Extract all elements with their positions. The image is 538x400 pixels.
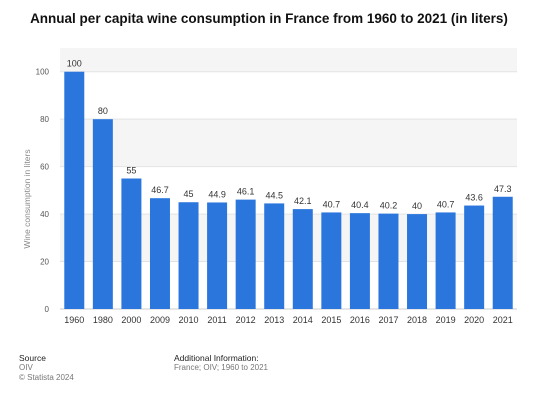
data-label: 47.3	[494, 184, 512, 194]
data-label: 46.1	[237, 187, 255, 197]
x-tick-label: 2014	[293, 315, 313, 325]
y-tick-label: 40	[40, 210, 49, 219]
x-tick-label: 2013	[264, 315, 284, 325]
data-label: 40	[412, 201, 422, 211]
y-tick-label: 20	[40, 258, 49, 267]
data-label: 80	[98, 106, 108, 116]
y-axis-label: Wine consumption in liters	[22, 149, 32, 248]
data-label: 43.6	[465, 193, 483, 203]
copyright: © Statista 2024	[19, 373, 74, 382]
x-tick-label: 2021	[493, 315, 513, 325]
bar-2020[interactable]	[464, 205, 485, 309]
x-tick-label: 2012	[236, 315, 256, 325]
y-tick-label: 100	[36, 68, 50, 77]
data-labels: 100 80 55 46.7 45 44.9 46.1 44.5 42.1 40.7 40.4 40.…	[67, 59, 512, 211]
plot-band	[60, 48, 517, 72]
bar-2009[interactable]	[149, 198, 170, 309]
x-tick-label: 2016	[350, 315, 370, 325]
bar-2011[interactable]	[207, 202, 228, 309]
data-label: 40.2	[380, 201, 398, 211]
y-tick-label: 80	[40, 115, 49, 124]
bar-2013[interactable]	[264, 203, 285, 309]
bar-2015[interactable]	[321, 212, 342, 309]
bar-2018[interactable]	[407, 214, 428, 309]
x-tick-label: 2015	[321, 315, 341, 325]
data-label: 45	[184, 189, 194, 199]
additional-info-block: Additional Information: France; OIV; 196…	[174, 353, 268, 373]
data-label: 40.4	[351, 200, 369, 210]
y-tick-label: 60	[40, 163, 49, 172]
source-name: OIV	[19, 363, 33, 372]
data-label: 40.7	[437, 199, 455, 209]
x-tick-label: 2009	[150, 315, 170, 325]
plot-band	[60, 119, 517, 167]
bar-1980[interactable]	[92, 119, 113, 309]
y-tick-label: 0	[45, 305, 50, 314]
additional-info-text: France; OIV; 1960 to 2021	[174, 363, 268, 372]
x-tick-label: 2010	[179, 315, 199, 325]
bar-1960[interactable]	[64, 71, 85, 310]
chart-title: Annual per capita wine consumption in Fr…	[30, 11, 508, 26]
data-label: 100	[67, 59, 82, 69]
x-axis-ticks: 1960 1980 2000 2009 2010 2011 2012 2013 2014 2015…	[64, 315, 512, 325]
data-label: 42.1	[294, 196, 312, 206]
data-label: 44.9	[208, 189, 226, 199]
bar-2012[interactable]	[235, 199, 256, 309]
bar-2014[interactable]	[292, 209, 313, 309]
bar-2000[interactable]	[121, 178, 142, 310]
data-label: 46.7	[151, 185, 169, 195]
x-tick-label: 2011	[207, 315, 226, 325]
bar-2017[interactable]	[378, 213, 399, 309]
bars	[64, 71, 513, 310]
y-axis-ticks: 0 20 40 60 80 100	[36, 68, 50, 314]
data-label: 40.7	[323, 199, 341, 209]
x-tick-label: 2018	[407, 315, 427, 325]
x-tick-label: 1980	[93, 315, 113, 325]
bar-2021[interactable]	[492, 196, 513, 309]
data-label: 55	[126, 166, 136, 176]
bar-2019[interactable]	[435, 212, 456, 309]
additional-info-heading: Additional Information:	[174, 353, 259, 363]
bar-2016[interactable]	[349, 213, 370, 309]
x-tick-label: 1960	[64, 315, 84, 325]
x-tick-label: 2020	[464, 315, 484, 325]
data-label: 44.5	[265, 190, 283, 200]
bar-2010[interactable]	[178, 202, 199, 309]
source-heading: Source	[19, 353, 46, 363]
source-block: Source OIV © Statista 2024	[19, 353, 74, 383]
x-tick-label: 2000	[121, 315, 141, 325]
x-tick-label: 2019	[436, 315, 456, 325]
x-tick-label: 2017	[378, 315, 398, 325]
